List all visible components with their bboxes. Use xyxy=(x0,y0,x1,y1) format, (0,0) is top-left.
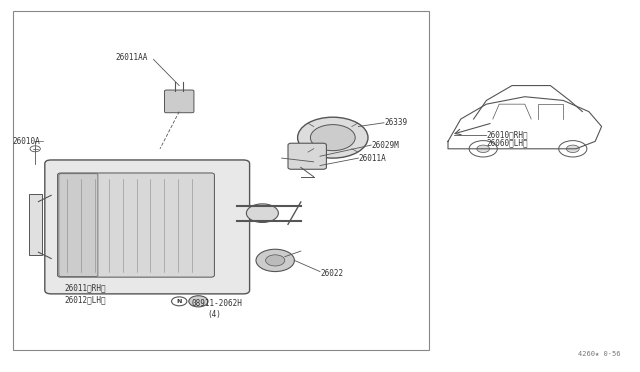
Circle shape xyxy=(559,141,587,157)
Bar xyxy=(13,11,429,350)
Circle shape xyxy=(477,145,490,153)
FancyBboxPatch shape xyxy=(288,143,326,169)
FancyBboxPatch shape xyxy=(59,174,98,276)
Text: 26011〈RH〉: 26011〈RH〉 xyxy=(64,284,106,293)
Text: 4260★ 0·56: 4260★ 0·56 xyxy=(579,351,621,357)
FancyBboxPatch shape xyxy=(58,173,214,277)
Circle shape xyxy=(266,255,285,266)
Circle shape xyxy=(310,125,355,151)
Text: 26339: 26339 xyxy=(384,118,407,127)
Text: 08911-2062H: 08911-2062H xyxy=(192,299,243,308)
Circle shape xyxy=(189,296,208,307)
Circle shape xyxy=(566,145,579,153)
Circle shape xyxy=(172,297,187,306)
Text: N: N xyxy=(177,299,182,304)
Text: 26022: 26022 xyxy=(320,269,343,278)
Circle shape xyxy=(256,249,294,272)
Circle shape xyxy=(298,117,368,158)
Text: 26029M: 26029M xyxy=(371,141,399,150)
FancyBboxPatch shape xyxy=(164,90,194,113)
Text: 26011A: 26011A xyxy=(358,154,386,163)
FancyBboxPatch shape xyxy=(45,160,250,294)
Circle shape xyxy=(30,146,40,152)
Text: 26060〈LH〉: 26060〈LH〉 xyxy=(486,139,528,148)
Text: 26010A: 26010A xyxy=(13,137,40,146)
Circle shape xyxy=(246,204,278,222)
Text: 26010〈RH〉: 26010〈RH〉 xyxy=(486,130,528,139)
Text: 26011AA: 26011AA xyxy=(115,53,148,62)
Circle shape xyxy=(469,141,497,157)
Bar xyxy=(29,194,42,255)
Text: 26012〈LH〉: 26012〈LH〉 xyxy=(64,295,106,304)
Text: (4): (4) xyxy=(207,310,221,319)
